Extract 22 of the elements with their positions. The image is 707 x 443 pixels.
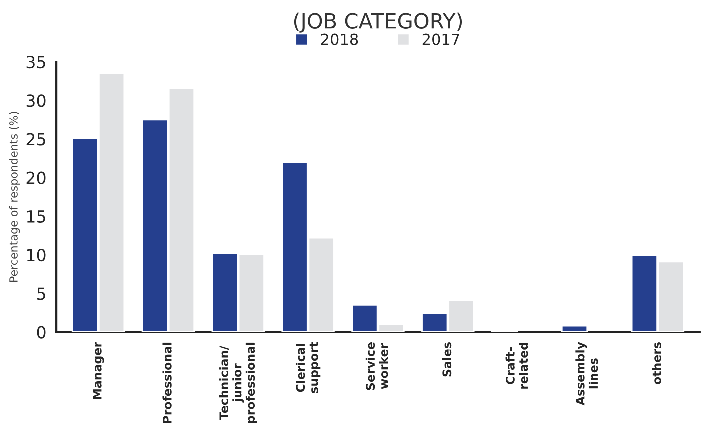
- y-tick-label: 30: [26, 94, 46, 108]
- legend-label: 2017: [422, 34, 460, 46]
- x-tick-label: Assembly lines: [576, 342, 598, 406]
- legend-label: 2018: [321, 34, 358, 46]
- x-tick-label: Craft- related: [506, 342, 528, 389]
- x-tick-label: Manager: [93, 342, 104, 400]
- y-tick-label: 5: [38, 288, 46, 300]
- x-tick-label: Sales: [442, 342, 452, 377]
- bar: [561, 325, 588, 332]
- y-tick-label: 10: [27, 249, 46, 262]
- y-tick-label: 35: [26, 56, 46, 69]
- chart-title: (JOB CATEGORY): [294, 12, 462, 33]
- y-axis-title: Percentage of respondents (%): [9, 112, 20, 282]
- x-tick-label: others: [652, 342, 662, 384]
- x-tick-label: Professional: [162, 342, 172, 424]
- y-tick-label: 25: [26, 133, 46, 146]
- y-tick-label: 0: [37, 326, 46, 339]
- y-tick-label: 15: [27, 210, 46, 224]
- x-tick-label: Technician/ junior professional: [219, 342, 258, 424]
- x-tick-label: Clerical support: [296, 342, 321, 394]
- y-tick-label: 20: [26, 172, 46, 184]
- x-tick-label: Service worker: [366, 342, 388, 390]
